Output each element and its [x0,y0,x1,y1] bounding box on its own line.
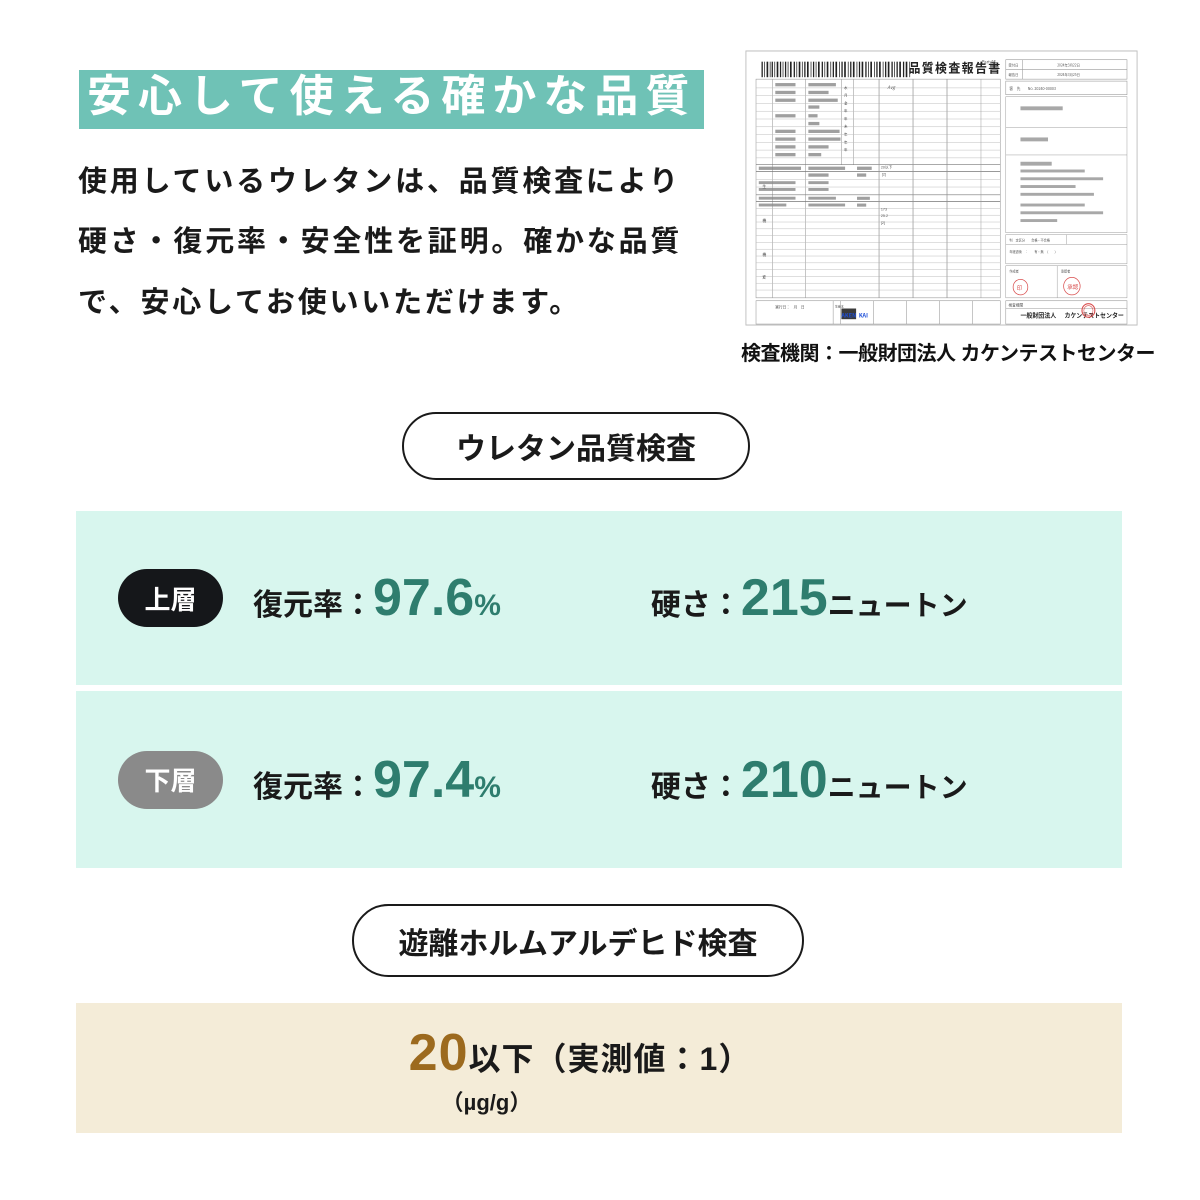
svg-text:機: 機 [762,252,766,258]
svg-text:検査機関: 検査機関 [1009,302,1024,308]
svg-text:2024年3月25日: 2024年3月25日 [1057,72,1080,77]
svg-text:年経過後 ： 有・無 （ ）: 年経過後 ： 有・無 （ ） [1009,249,1057,254]
svg-text:機: 機 [762,218,766,224]
svg-text:判 定区分 合格・不合格: 判 定区分 合格・不合格 [1009,237,1050,242]
svg-text:25.2: 25.2 [881,214,888,218]
svg-text:20以下: 20以下 [881,164,893,169]
svg-text:実行日： 月 日: 実行日： 月 日 [775,304,804,310]
svg-text:報告日: 報告日 [1009,72,1019,77]
svg-text:AKEN: AKEN [840,310,856,319]
svg-text:生: 生 [762,184,766,190]
svg-text:客 先 No. 20240-00003: 客 先 No. 20240-00003 [1009,86,1056,92]
svg-text:承認者: 承認者 [1061,268,1071,273]
svg-text:[2]: [2] [881,221,885,225]
svg-text:変: 変 [762,274,766,280]
svg-text:2024年3月22日: 2024年3月22日 [1057,62,1080,67]
svg-text:173: 173 [881,207,887,211]
svg-text:一般財団法人: 一般財団法人 [1020,310,1057,319]
svg-text:受付日: 受付日 [1009,62,1019,67]
svg-text:[2]: [2] [882,172,886,176]
svg-text:Part:AE: Part:AE [982,59,997,65]
svg-text:承認: 承認 [1067,282,1078,291]
svg-text:KAI: KAI [859,310,868,319]
svg-text:カケンテストセンター: カケンテストセンター [1065,310,1124,319]
svg-text:Avg: Avg [887,85,896,91]
svg-text:生産本: 生産本 [835,303,844,308]
svg-text:作成者: 作成者 [1009,268,1019,273]
svg-text:印: 印 [1017,283,1023,292]
svg-text:月: 月 [844,93,847,98]
